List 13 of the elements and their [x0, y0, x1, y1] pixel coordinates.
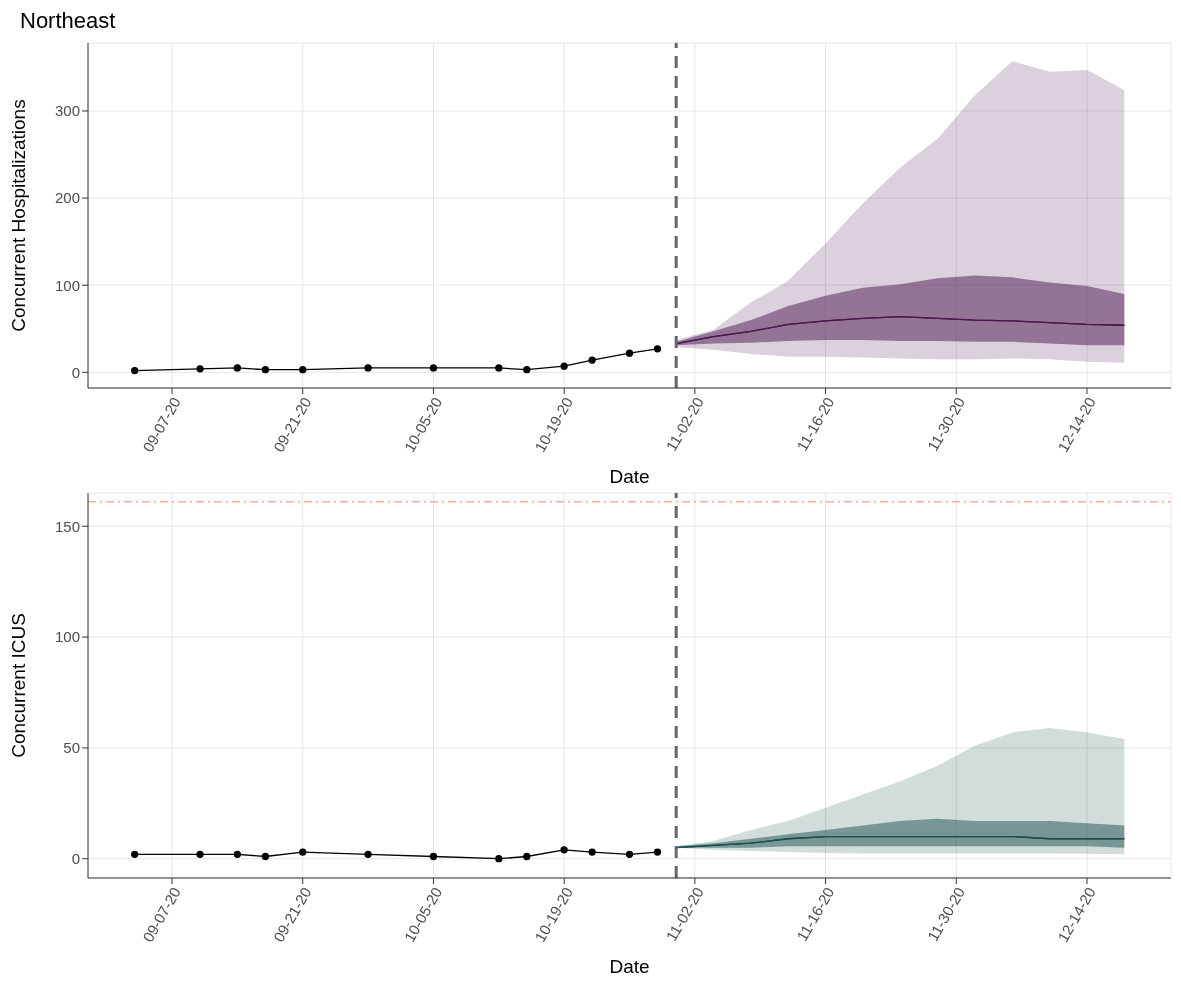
x-axis-title: Date [609, 956, 650, 977]
y-tick-label: 100 [54, 628, 80, 646]
x-axis-title: Date [609, 466, 650, 487]
y-axis-title: Concurrent Hospitalizations [7, 99, 29, 332]
y-tick-label: 200 [54, 189, 80, 207]
y-tick-label: 0 [71, 850, 80, 868]
y-tick-label: 0 [71, 363, 80, 381]
y-tick-label: 50 [63, 739, 80, 757]
chart-title: Northeast [20, 8, 117, 35]
y-tick-label: 100 [54, 276, 80, 294]
y-tick-label: 300 [54, 102, 80, 120]
y-axis-title: Concurrent ICUS [7, 613, 29, 758]
y-tick-label: 150 [54, 517, 80, 535]
